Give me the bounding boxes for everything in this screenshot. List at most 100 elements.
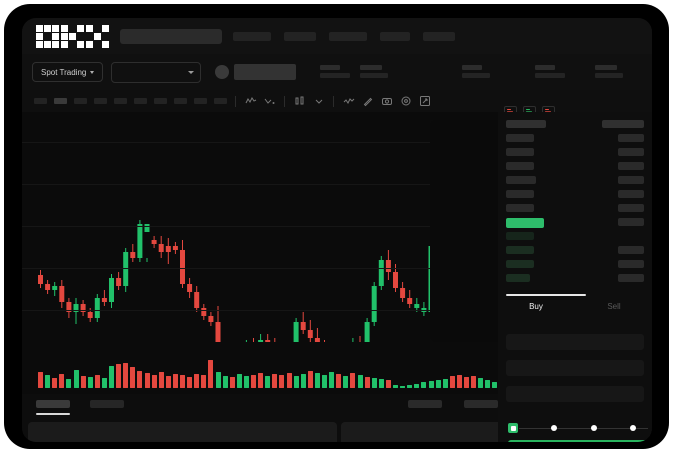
timeframe-button-1[interactable] [54, 98, 67, 104]
orderbook-row-ask[interactable] [618, 190, 644, 198]
orderbook-row-ask[interactable] [618, 134, 644, 142]
market-stat-value [360, 73, 388, 78]
volume-bar [435, 380, 441, 388]
camera-icon[interactable] [380, 95, 393, 108]
timeframe-button-8[interactable] [194, 98, 207, 104]
nav-item-3[interactable] [380, 31, 410, 41]
gridline-4 [22, 310, 498, 311]
market-stat-value [320, 73, 350, 78]
orderbook-row-ask[interactable] [618, 274, 644, 282]
stepper-step-3[interactable] [590, 425, 597, 431]
market-stat-4 [595, 65, 623, 78]
logo-glyph-o [36, 24, 59, 48]
submit-order-button[interactable] [508, 440, 650, 442]
compare-icon[interactable] [263, 95, 276, 108]
volume-bar [329, 372, 335, 388]
pencil-icon[interactable] [361, 95, 374, 108]
market-stat-2 [462, 65, 490, 78]
orders-tab-0[interactable] [36, 400, 70, 408]
orders-action-1[interactable] [464, 400, 498, 408]
orderbook-row-bid[interactable] [506, 134, 534, 142]
candle-body [201, 308, 207, 316]
tab-sell[interactable]: Sell [607, 302, 621, 311]
candle-body [94, 298, 100, 318]
volume-bar [137, 371, 143, 388]
volume-bar [101, 378, 107, 388]
timeframe-button-5[interactable] [134, 98, 147, 104]
candle-body [116, 278, 122, 286]
orderbook-row-bid[interactable] [506, 246, 534, 254]
volume-bar [300, 374, 306, 388]
orderbook-row-ask[interactable] [618, 176, 644, 184]
tab-buy[interactable]: Buy [529, 302, 543, 311]
fullscreen-icon[interactable] [418, 95, 431, 108]
order-price-field[interactable] [506, 334, 644, 350]
orderbook-row-ask[interactable] [618, 218, 644, 226]
orderbook-row-bid[interactable] [506, 232, 534, 240]
volume-histogram [22, 342, 526, 394]
chevron-down-icon[interactable] [312, 95, 325, 108]
stepper-step-active[interactable] [508, 423, 518, 433]
volume-bar [80, 376, 86, 388]
orderbook-row-ask[interactable] [618, 162, 644, 170]
volume-bar [151, 375, 157, 388]
timeframe-button-4[interactable] [114, 98, 127, 104]
orderbook-row-ask[interactable] [602, 120, 644, 128]
candle-body [378, 260, 384, 286]
nav-item-4[interactable] [423, 31, 455, 41]
market-stat-label [360, 65, 382, 70]
settings-icon[interactable] [399, 95, 412, 108]
search-input[interactable] [120, 28, 222, 44]
timeframe-button-9[interactable] [214, 98, 227, 104]
indicator-icon[interactable] [244, 95, 257, 108]
orderbook-row-ask[interactable] [618, 260, 644, 268]
volume-bar [343, 376, 349, 388]
orderbook-row-bid[interactable] [506, 218, 544, 228]
timeframe-button-7[interactable] [174, 98, 187, 104]
candlestick-chart[interactable] [22, 112, 555, 364]
order-amount-field[interactable] [506, 360, 644, 376]
candle-type-icon[interactable] [293, 95, 306, 108]
volume-bar [449, 376, 455, 388]
candle-body [414, 304, 420, 308]
trading-mode-select[interactable]: Spot Trading [32, 62, 104, 82]
timeframe-button-6[interactable] [154, 98, 167, 104]
stepper-step-4[interactable] [629, 425, 636, 431]
orderbook-row-ask[interactable] [618, 246, 644, 254]
nav-items [233, 31, 455, 41]
orderbook-row-bid[interactable] [506, 274, 530, 282]
order-total-field[interactable] [506, 386, 644, 402]
bottom-panel-left[interactable] [28, 422, 337, 442]
orders-tab-1[interactable] [90, 400, 124, 408]
volume-bar [73, 370, 79, 388]
market-header-bar: Spot Trading [22, 54, 652, 90]
candle-body [38, 275, 43, 284]
orderbook-row-ask[interactable] [618, 148, 644, 156]
timeframe-button-2[interactable] [74, 98, 87, 104]
volume-bar [116, 364, 122, 388]
stepper-step-2[interactable] [551, 425, 558, 431]
line-chart-icon[interactable] [342, 95, 355, 108]
chevron-down-icon [90, 70, 95, 74]
orders-action-0[interactable] [408, 400, 442, 408]
orderbook-row-bid[interactable] [506, 190, 534, 198]
nav-item-1[interactable] [284, 31, 316, 41]
volume-bar [201, 375, 207, 388]
orderbook-row-bid[interactable] [506, 162, 534, 170]
orderbook-row-bid[interactable] [506, 204, 534, 212]
orderbook-row-ask[interactable] [618, 204, 644, 212]
candle-body [165, 246, 171, 252]
nav-item-0[interactable] [233, 31, 271, 41]
volume-bar [52, 378, 58, 388]
candle-body [172, 246, 178, 250]
nav-item-2[interactable] [329, 31, 367, 41]
volume-bar [194, 374, 200, 388]
orderbook-row-bid[interactable] [506, 260, 534, 268]
timeframe-button-0[interactable] [34, 98, 47, 104]
okx-logo[interactable] [36, 24, 109, 48]
orderbook-row-bid[interactable] [506, 120, 546, 128]
trading-pair-select[interactable] [111, 61, 202, 83]
orderbook-row-bid[interactable] [506, 176, 536, 184]
timeframe-button-3[interactable] [94, 98, 107, 104]
orderbook-row-bid[interactable] [506, 148, 534, 156]
